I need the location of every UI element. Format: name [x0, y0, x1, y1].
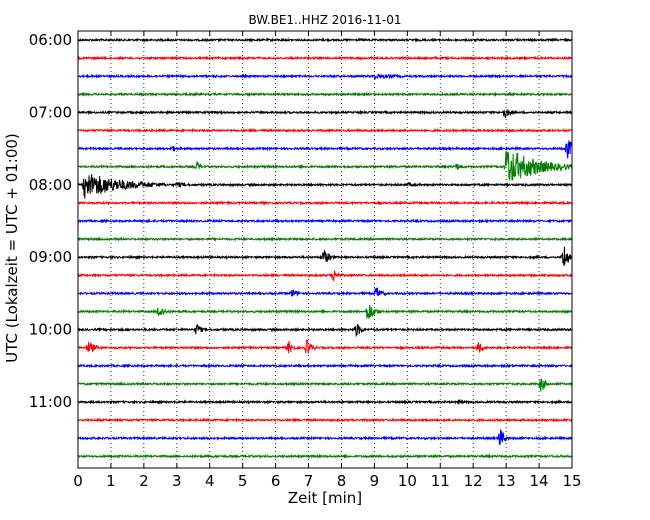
x-tick-label-4: 4	[205, 472, 215, 490]
trace-1115	[77, 417, 573, 423]
y-tick-label-2: 08:00	[29, 176, 72, 194]
trace-1145	[77, 453, 573, 460]
trace-1100	[77, 399, 573, 405]
trace-0830	[77, 218, 573, 224]
y-tick-label-3: 09:00	[29, 248, 72, 266]
trace-1000	[77, 323, 573, 337]
x-tick-label-2: 2	[139, 472, 149, 490]
y-axis-label: UTC (Lokalzeit = UTC + 01:00)	[3, 133, 21, 363]
x-tick-label-1: 1	[106, 472, 116, 490]
x-tick-label-12: 12	[464, 472, 483, 490]
x-tick-label-0: 0	[73, 472, 83, 490]
trace-0745	[77, 151, 573, 181]
trace-1030	[77, 363, 573, 369]
trace-0930	[77, 287, 573, 297]
x-tick-label-15: 15	[562, 472, 581, 490]
x-tick-label-5: 5	[238, 472, 248, 490]
trace-0815	[77, 200, 573, 206]
x-axis-label: Zeit [min]	[288, 489, 362, 507]
y-tick-label-4: 10:00	[29, 321, 72, 339]
trace-0900	[77, 246, 573, 266]
trace-0615	[77, 55, 573, 61]
trace-0945	[77, 305, 573, 319]
y-tick-label-5: 11:00	[29, 393, 72, 411]
trace-0700	[77, 108, 573, 119]
trace-0915	[77, 269, 573, 282]
x-tick-label-14: 14	[530, 472, 549, 490]
x-tick-label-9: 9	[370, 472, 380, 490]
y-tick-label-1: 07:00	[29, 103, 72, 121]
trace-0645	[77, 91, 573, 98]
x-tick-label-6: 6	[271, 472, 281, 490]
trace-0630	[77, 73, 573, 80]
x-tick-label-11: 11	[431, 472, 450, 490]
trace-0715	[77, 127, 573, 134]
trace-0600	[77, 37, 573, 43]
x-tick-label-3: 3	[172, 472, 182, 490]
trace-0730	[77, 139, 573, 159]
trace-0845	[77, 236, 573, 242]
x-tick-label-10: 10	[398, 472, 417, 490]
trace-1015	[77, 339, 573, 354]
y-tick-label-0: 06:00	[29, 31, 72, 49]
x-tick-label-13: 13	[497, 472, 516, 490]
x-axis-ticks: 0 1 2 3 4 5 6 7 8 9 10 11 12 13 14 15	[73, 31, 582, 490]
plot-frame	[77, 30, 573, 469]
chart-title: BW.BE1..HHZ 2016-11-01	[248, 13, 401, 27]
trace-0800	[77, 174, 573, 199]
y-axis-ticks: 06:00 07:00 08:00 09:00 10:00 11:00	[29, 31, 572, 411]
trace-1045	[77, 378, 573, 393]
x-tick-label-7: 7	[304, 472, 314, 490]
seismogram-traces	[77, 37, 573, 460]
trace-1130	[77, 429, 573, 446]
vertical-gridlines	[110, 31, 540, 468]
x-tick-label-8: 8	[337, 472, 347, 490]
